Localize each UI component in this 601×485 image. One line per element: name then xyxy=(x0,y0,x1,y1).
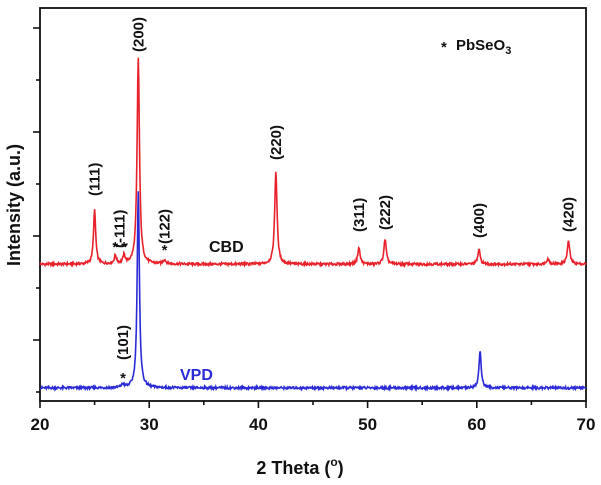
series-label-vpd: VPD xyxy=(180,367,213,384)
impurity-marker: * xyxy=(112,239,118,256)
axis-ticks xyxy=(33,27,587,408)
legend-text-main: PbSeO xyxy=(456,37,506,54)
x-tick-label: 60 xyxy=(467,415,486,434)
x-axis-title-sup: o xyxy=(330,455,337,469)
peak-label: (101) xyxy=(115,325,132,360)
peak-label: (311) xyxy=(351,198,368,232)
peak-label: (220) xyxy=(268,125,285,160)
peak-label: (-111) xyxy=(112,210,129,248)
peak-label: (111) xyxy=(87,163,104,196)
peak-label: (122) xyxy=(156,209,173,244)
y-axis-title: Intensity (a.u.) xyxy=(4,144,24,266)
x-tick-label: 30 xyxy=(140,415,159,434)
legend-marker: * xyxy=(441,39,447,56)
x-tick-labels: 20 30 40 50 60 70 xyxy=(31,415,596,434)
x-axis-title-end: ) xyxy=(338,458,344,478)
legend-text: PbSeO3 xyxy=(456,37,511,57)
x-tick-label: 50 xyxy=(358,415,377,434)
impurity-markers: * * ** xyxy=(112,239,167,387)
impurity-marker: * xyxy=(162,242,168,259)
series-line-cbd xyxy=(39,57,587,269)
x-tick-label: 20 xyxy=(31,415,50,434)
series-line-vpd xyxy=(39,191,587,392)
peak-annotations: (200) (111) (-111) (122) (220) (311) (222) (400… xyxy=(87,17,578,360)
x-axis-title-main: 2 Theta ( xyxy=(256,458,330,478)
peak-label: (420) xyxy=(561,197,578,232)
series-label-cbd: CBD xyxy=(209,239,244,256)
peak-label: (400) xyxy=(471,203,488,238)
peak-label: (200) xyxy=(130,17,147,52)
impurity-marker: * xyxy=(120,370,126,387)
x-tick-label: 70 xyxy=(577,415,596,434)
legend-text-sub: 3 xyxy=(505,45,511,57)
impurity-marker: * xyxy=(121,239,127,256)
peak-label: (222) xyxy=(377,195,394,230)
x-axis-title: 2 Theta (o) xyxy=(256,455,343,478)
x-tick-label: 40 xyxy=(249,415,268,434)
